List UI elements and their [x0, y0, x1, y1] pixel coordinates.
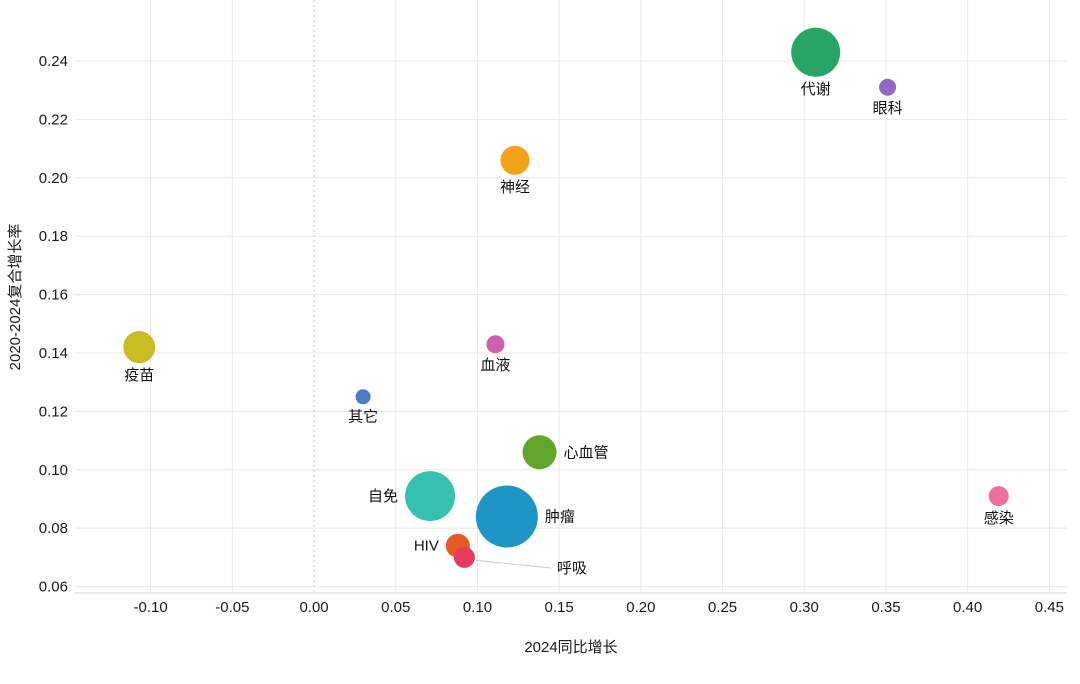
y-tick-label: 0.16 [39, 287, 68, 304]
y-tick-label: 0.06 [39, 579, 68, 596]
x-tick-label: 0.00 [299, 599, 328, 616]
bubble-label-hiv: HIV [414, 538, 439, 555]
bubble-hematology [486, 335, 505, 354]
y-tick-label: 0.14 [39, 345, 68, 362]
bubble-label-autoimmune: 自免 [368, 488, 398, 505]
bubble-label-vaccine: 疫苗 [124, 367, 154, 384]
leader-line-respiratory [475, 559, 552, 569]
bubble-infection [988, 486, 1009, 507]
x-tick-label: 0.40 [953, 599, 982, 616]
bubble-vaccine [123, 331, 156, 364]
y-tick-label: 0.22 [39, 111, 68, 128]
x-tick-label: 0.45 [1035, 599, 1064, 616]
x-tick-label: 0.05 [381, 599, 410, 616]
x-tick-label: 0.25 [708, 599, 737, 616]
bubble-ophthalmology [879, 78, 897, 96]
bubble-other [355, 389, 371, 405]
x-tick-label: -0.10 [134, 599, 168, 616]
y-tick-label: 0.10 [39, 462, 68, 479]
bubble-label-respiratory: 呼吸 [557, 560, 587, 577]
bubble-label-infection: 感染 [984, 510, 1014, 527]
bubble-label-metabolism: 代谢 [801, 81, 831, 98]
gridlines [75, 0, 1067, 593]
bubble-oncology [475, 485, 538, 548]
y-tick-label: 0.18 [39, 228, 68, 245]
y-tick-label: 0.24 [39, 53, 68, 70]
bubble-respiratory [453, 546, 475, 568]
tick-labels: 0.06 0.08 0.10 0.12 0.14 0.16 0.18 0.20 0.22 0.24… [39, 53, 1064, 616]
x-tick-label: 0.20 [626, 599, 655, 616]
x-tick-label: 0.30 [790, 599, 819, 616]
y-axis-title: 2020-2024复合增长率 [6, 224, 24, 371]
bubble-label-ophthalmology: 眼科 [873, 100, 903, 117]
bubble-metabolism [791, 27, 841, 77]
bubble-label-oncology: 肿瘤 [545, 509, 575, 526]
x-tick-label: 0.15 [545, 599, 574, 616]
bubble-autoimmune [405, 471, 456, 522]
x-tick-label: 0.35 [871, 599, 900, 616]
bubble-neurology [500, 145, 530, 175]
bubble-label-other: 其它 [348, 407, 378, 425]
bubble-label-neurology: 神经 [500, 179, 530, 196]
x-tick-label: 0.10 [463, 599, 492, 616]
y-tick-label: 0.20 [39, 170, 68, 187]
bubble-label-hematology: 血液 [480, 357, 510, 374]
x-tick-label: -0.05 [215, 599, 249, 616]
y-tick-label: 0.12 [39, 403, 68, 420]
bubble-label-cardiovascular: 心血管 [564, 444, 609, 461]
bubble-cardiovascular [522, 435, 557, 470]
y-tick-label: 0.08 [39, 520, 68, 537]
x-axis-title: 2024同比增长 [524, 639, 617, 656]
